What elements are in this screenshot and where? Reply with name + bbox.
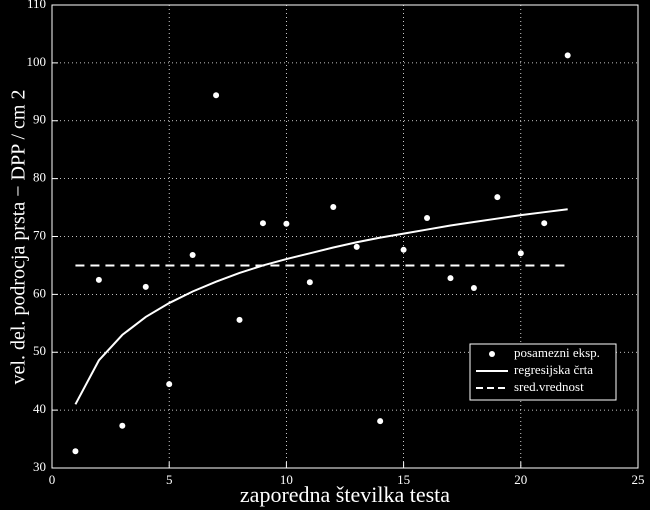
x-tick-label: 10 (280, 472, 293, 487)
legend-symbol (489, 351, 495, 357)
x-tick-label: 25 (632, 472, 645, 487)
data-point (213, 92, 220, 99)
y-tick-label: 100 (27, 54, 47, 69)
data-point (400, 246, 407, 253)
data-point (72, 448, 79, 455)
data-point (95, 276, 102, 283)
legend-label: posamezni eksp. (514, 345, 600, 360)
x-tick-label: 15 (397, 472, 410, 487)
data-point (306, 279, 313, 286)
data-point (494, 194, 501, 201)
y-tick-label: 60 (33, 285, 46, 300)
data-line (74, 208, 568, 405)
data-point (166, 381, 173, 388)
y-tick-label: 70 (33, 227, 46, 242)
x-tick-label: 0 (49, 472, 56, 487)
x-tick-label: 5 (166, 472, 173, 487)
data-point (447, 275, 454, 282)
data-point (517, 250, 524, 257)
data-point (330, 203, 337, 210)
legend-label: sred.vrednost (514, 379, 584, 394)
data-point (119, 422, 126, 429)
data-point (142, 283, 149, 290)
y-tick-label: 40 (33, 401, 46, 416)
data-point (377, 418, 384, 425)
data-point (353, 243, 360, 250)
data-point (541, 220, 548, 227)
data-point (259, 220, 266, 227)
data-point (236, 316, 243, 323)
y-tick-label: 30 (33, 459, 46, 474)
y-tick-label: 90 (33, 112, 46, 127)
data-point (470, 285, 477, 292)
data-point (189, 252, 196, 259)
data-point (564, 52, 571, 59)
data-point (283, 220, 290, 227)
y-axis-label: vel. del. podrocja prsta − DPP / cm 2 (8, 90, 30, 385)
legend-label: regresijska črta (514, 362, 593, 377)
y-tick-label: 80 (33, 170, 46, 185)
x-axis-label: zaporedna številka testa (240, 482, 450, 507)
y-tick-label: 110 (27, 0, 46, 11)
plot-frame (51, 4, 639, 469)
y-tick-label: 50 (33, 343, 46, 358)
data-point (424, 214, 431, 221)
x-tick-label: 20 (514, 472, 527, 487)
